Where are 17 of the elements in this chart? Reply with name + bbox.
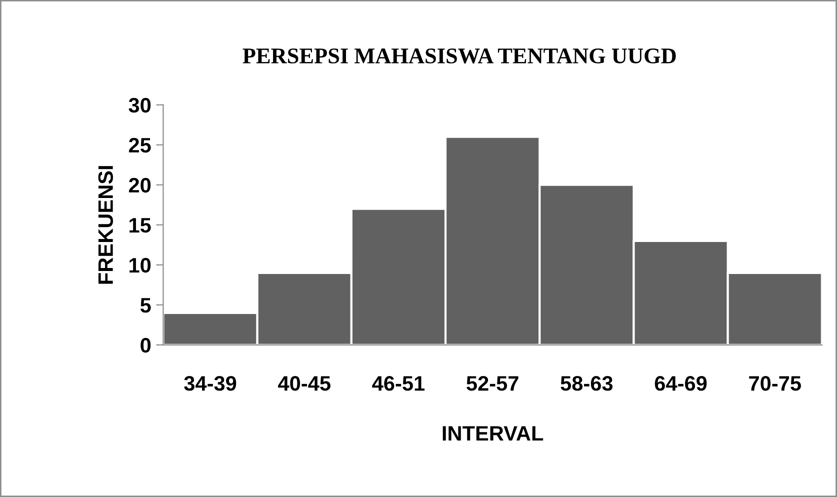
y-tick-label: 20: [128, 178, 151, 193]
y-tick-label: 15: [130, 218, 151, 233]
y-tick-label: 0: [140, 338, 151, 353]
x-tick-label: 52-57: [466, 376, 518, 391]
y-tick-label: 5: [140, 298, 151, 313]
x-tick-label: 64-69: [654, 376, 707, 391]
chart-title: PERSEPSI MAHASISWA TENTANG UUGD: [242, 48, 676, 64]
y-tick-label: 10: [130, 258, 151, 273]
y-tick-label: 25: [128, 138, 151, 153]
x-tick-label: 34-39: [184, 376, 236, 391]
x-tick-label: 46-51: [372, 376, 425, 391]
x-tick-label: 70-75: [749, 376, 801, 391]
x-tick-label: 58-63: [560, 376, 613, 391]
x-axis-title: INTERVAL: [442, 426, 544, 441]
y-axis-title: FREKUENSI: [98, 166, 114, 284]
y-tick-label: 30: [128, 98, 151, 113]
x-tick-label: 40-45: [278, 376, 330, 391]
